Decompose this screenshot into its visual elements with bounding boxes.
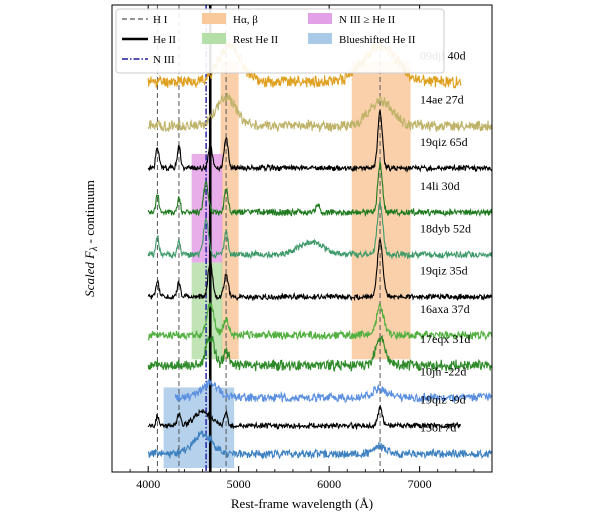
plot-frame [111,4,493,473]
x-axis-ticks: 4000 5000 6000 7000 [111,5,493,491]
y-axis-label-subscript: λ [89,246,100,252]
spectrum-label-1: 14ae 27d [420,93,464,107]
spectrum-label-5: 19qiz 35d [420,264,468,278]
spectrum-label-10: 15oi 7d [420,421,456,435]
spectrum-label-2: 19qiz 65d [420,135,468,149]
spectrum-line-7 [147,334,493,373]
x-tick-label-2: 6000 [317,477,341,491]
spectrum-label-4: 18dyb 52d [420,221,471,235]
shaded-region-3 [191,262,223,360]
spectrum-label-6: 16axa 37d [420,302,470,316]
legend-swatch-5 [308,13,332,24]
x-tick-label-1: 5000 [227,477,251,491]
legend-label-3: Hα, β [233,14,258,26]
legend-box [115,8,445,74]
legend-label-0: H I [153,14,168,26]
spectrum-label-3: 14li 30d [420,179,460,193]
legend-label-4: Rest He II [233,34,279,46]
y-axis-label-main: Scaled F [82,250,97,297]
x-tick-label-3: 7000 [408,477,432,491]
legend-swatch-4 [202,33,226,44]
legend: H I He II N III Hα, β Rest He II N III ≥ He I… [115,8,445,74]
spectrum-line-2 [147,109,493,174]
spectrum-label-9: 19qiz -9d [420,393,466,407]
legend-label-6: Blueshifted He II [339,34,416,46]
spectrum-line-3 [147,160,493,218]
spectrum-label-8: 10jh -22d [420,364,466,378]
spectrum-line-10 [147,430,493,460]
legend-label-2: N III [153,54,175,66]
legend-label-5: N III ≥ He II [339,14,395,26]
legend-swatch-6 [308,33,332,44]
shaded-region-4 [163,387,235,468]
y-axis-label: Scaled Fλ - continuum [82,180,100,297]
spectrum-line-9 [147,404,462,431]
spectrum-line-4 [147,200,493,260]
spectrum-line-6 [147,302,493,342]
spectrum-line-8 [174,378,493,405]
spectrum-label-7: 17eqx 31d [420,332,470,346]
x-tick-label-0: 4000 [136,477,160,491]
spectrum-line-5 [147,237,493,302]
legend-swatch-3 [202,13,226,24]
y-axis-label-tail: - continuum [82,180,97,246]
legend-label-1: He II [153,34,176,46]
shaded-region-2 [191,153,223,263]
spectrum-line-1 [147,92,493,132]
x-axis-label: Rest-frame wavelength (Å) [231,496,373,511]
